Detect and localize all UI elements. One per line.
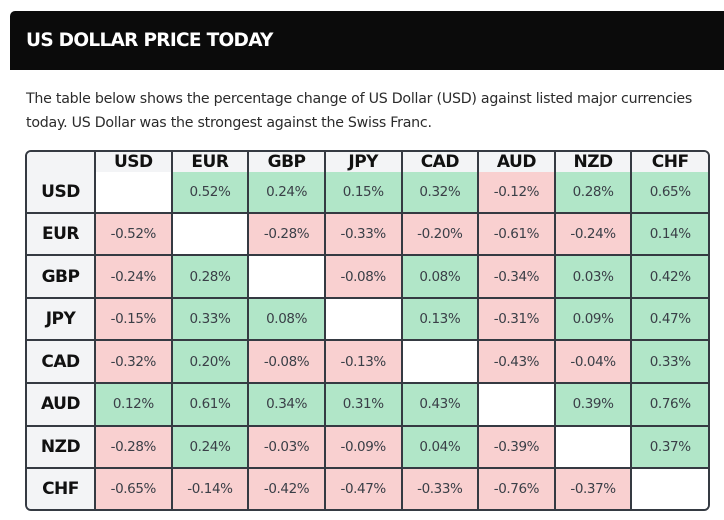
table-row: CAD -0.32% 0.20% -0.08% -0.13% -0.43% -0.04% 0.… xyxy=(27,339,708,385)
change-cell: -0.43% xyxy=(477,339,556,385)
change-cell: -0.13% xyxy=(323,339,403,385)
change-cell xyxy=(94,172,173,214)
row-header-usd: USD xyxy=(27,172,96,214)
change-cell: -0.33% xyxy=(400,467,480,509)
row-header-jpy: JPY xyxy=(27,296,96,342)
row-header-eur: EUR xyxy=(27,211,96,257)
change-cell: 0.37% xyxy=(630,424,708,470)
change-cell: 0.09% xyxy=(553,296,633,342)
change-cell: 0.24% xyxy=(170,424,250,470)
change-cell xyxy=(553,424,633,470)
table-row: AUD 0.12% 0.61% 0.34% 0.31% 0.43% 0.39% 0.76% xyxy=(27,382,708,427)
change-cell xyxy=(170,211,250,257)
change-cell: -0.28% xyxy=(94,424,173,470)
table-row: EUR -0.52% -0.28% -0.33% -0.20% -0.61% -0.24% 0… xyxy=(27,211,708,257)
change-cell: -0.31% xyxy=(477,296,556,342)
currency-heatmap-table: USD EUR GBP JPY CAD AUD NZD CHF USD 0.52% 0.24% 0.… xyxy=(25,150,710,511)
change-cell: 0.28% xyxy=(170,254,250,299)
column-header-usd: USD xyxy=(94,152,173,172)
change-cell: 0.52% xyxy=(170,172,250,214)
change-cell: 0.15% xyxy=(323,172,403,214)
change-cell: 0.13% xyxy=(400,296,480,342)
change-cell xyxy=(247,254,326,299)
change-cell: -0.12% xyxy=(477,172,556,214)
change-cell: -0.15% xyxy=(94,296,173,342)
change-cell: 0.20% xyxy=(170,339,250,385)
change-cell: -0.09% xyxy=(323,424,403,470)
column-header-jpy: JPY xyxy=(323,152,403,172)
change-cell: -0.24% xyxy=(553,211,633,257)
row-header-chf: CHF xyxy=(27,467,96,509)
change-cell: 0.08% xyxy=(400,254,480,299)
row-header-aud: AUD xyxy=(27,382,96,427)
change-cell: 0.08% xyxy=(247,296,326,342)
corner-cell xyxy=(27,152,96,172)
row-header-nzd: NZD xyxy=(27,424,96,470)
change-cell: -0.39% xyxy=(477,424,556,470)
table-row: GBP -0.24% 0.28% -0.08% 0.08% -0.34% 0.03% 0.42… xyxy=(27,254,708,299)
change-cell xyxy=(630,467,708,509)
change-cell: 0.28% xyxy=(553,172,633,214)
change-cell: 0.33% xyxy=(170,296,250,342)
table-row: JPY -0.15% 0.33% 0.08% 0.13% -0.31% 0.09% 0.47% xyxy=(27,296,708,342)
change-cell: 0.34% xyxy=(247,382,326,427)
column-header-eur: EUR xyxy=(170,152,250,172)
page-title: US DOLLAR PRICE TODAY xyxy=(26,30,273,51)
change-cell: -0.47% xyxy=(323,467,403,509)
change-cell xyxy=(400,339,480,385)
change-cell xyxy=(323,296,403,342)
change-cell: -0.34% xyxy=(477,254,556,299)
table-header-row: USD EUR GBP JPY CAD AUD NZD CHF xyxy=(27,152,708,172)
change-cell: 0.14% xyxy=(630,211,708,257)
change-cell xyxy=(477,382,556,427)
change-cell: 0.39% xyxy=(553,382,633,427)
change-cell: 0.42% xyxy=(630,254,708,299)
row-header-gbp: GBP xyxy=(27,254,96,299)
change-cell: -0.28% xyxy=(247,211,326,257)
change-cell: -0.04% xyxy=(553,339,633,385)
change-cell: -0.14% xyxy=(170,467,250,509)
column-header-cad: CAD xyxy=(400,152,480,172)
table-row: NZD -0.28% 0.24% -0.03% -0.09% 0.04% -0.39% 0.3… xyxy=(27,424,708,470)
title-bar: US DOLLAR PRICE TODAY xyxy=(10,11,724,70)
change-cell: 0.76% xyxy=(630,382,708,427)
table-row: CHF -0.65% -0.14% -0.42% -0.47% -0.33% -0.76% -… xyxy=(27,467,708,509)
change-cell: -0.08% xyxy=(323,254,403,299)
column-header-nzd: NZD xyxy=(553,152,633,172)
description-text: The table below shows the percentage cha… xyxy=(26,91,693,131)
column-header-aud: AUD xyxy=(477,152,556,172)
table-row: USD 0.52% 0.24% 0.15% 0.32% -0.12% 0.28% 0.65% xyxy=(27,172,708,214)
change-cell: 0.03% xyxy=(553,254,633,299)
change-cell: -0.61% xyxy=(477,211,556,257)
change-cell: 0.24% xyxy=(247,172,326,214)
change-cell: -0.37% xyxy=(553,467,633,509)
change-cell: -0.03% xyxy=(247,424,326,470)
change-cell: -0.76% xyxy=(477,467,556,509)
change-cell: -0.08% xyxy=(247,339,326,385)
change-cell: 0.43% xyxy=(400,382,480,427)
change-cell: 0.65% xyxy=(630,172,708,214)
row-header-cad: CAD xyxy=(27,339,96,385)
change-cell: 0.04% xyxy=(400,424,480,470)
change-cell: -0.42% xyxy=(247,467,326,509)
change-cell: -0.65% xyxy=(94,467,173,509)
change-cell: 0.61% xyxy=(170,382,250,427)
change-cell: -0.32% xyxy=(94,339,173,385)
change-cell: 0.31% xyxy=(323,382,403,427)
column-header-gbp: GBP xyxy=(247,152,326,172)
change-cell: -0.24% xyxy=(94,254,173,299)
change-cell: 0.33% xyxy=(630,339,708,385)
change-cell: 0.32% xyxy=(400,172,480,214)
column-header-chf: CHF xyxy=(630,152,708,172)
change-cell: -0.20% xyxy=(400,211,480,257)
change-cell: 0.47% xyxy=(630,296,708,342)
change-cell: -0.33% xyxy=(323,211,403,257)
change-cell: 0.12% xyxy=(94,382,173,427)
change-cell: -0.52% xyxy=(94,211,173,257)
